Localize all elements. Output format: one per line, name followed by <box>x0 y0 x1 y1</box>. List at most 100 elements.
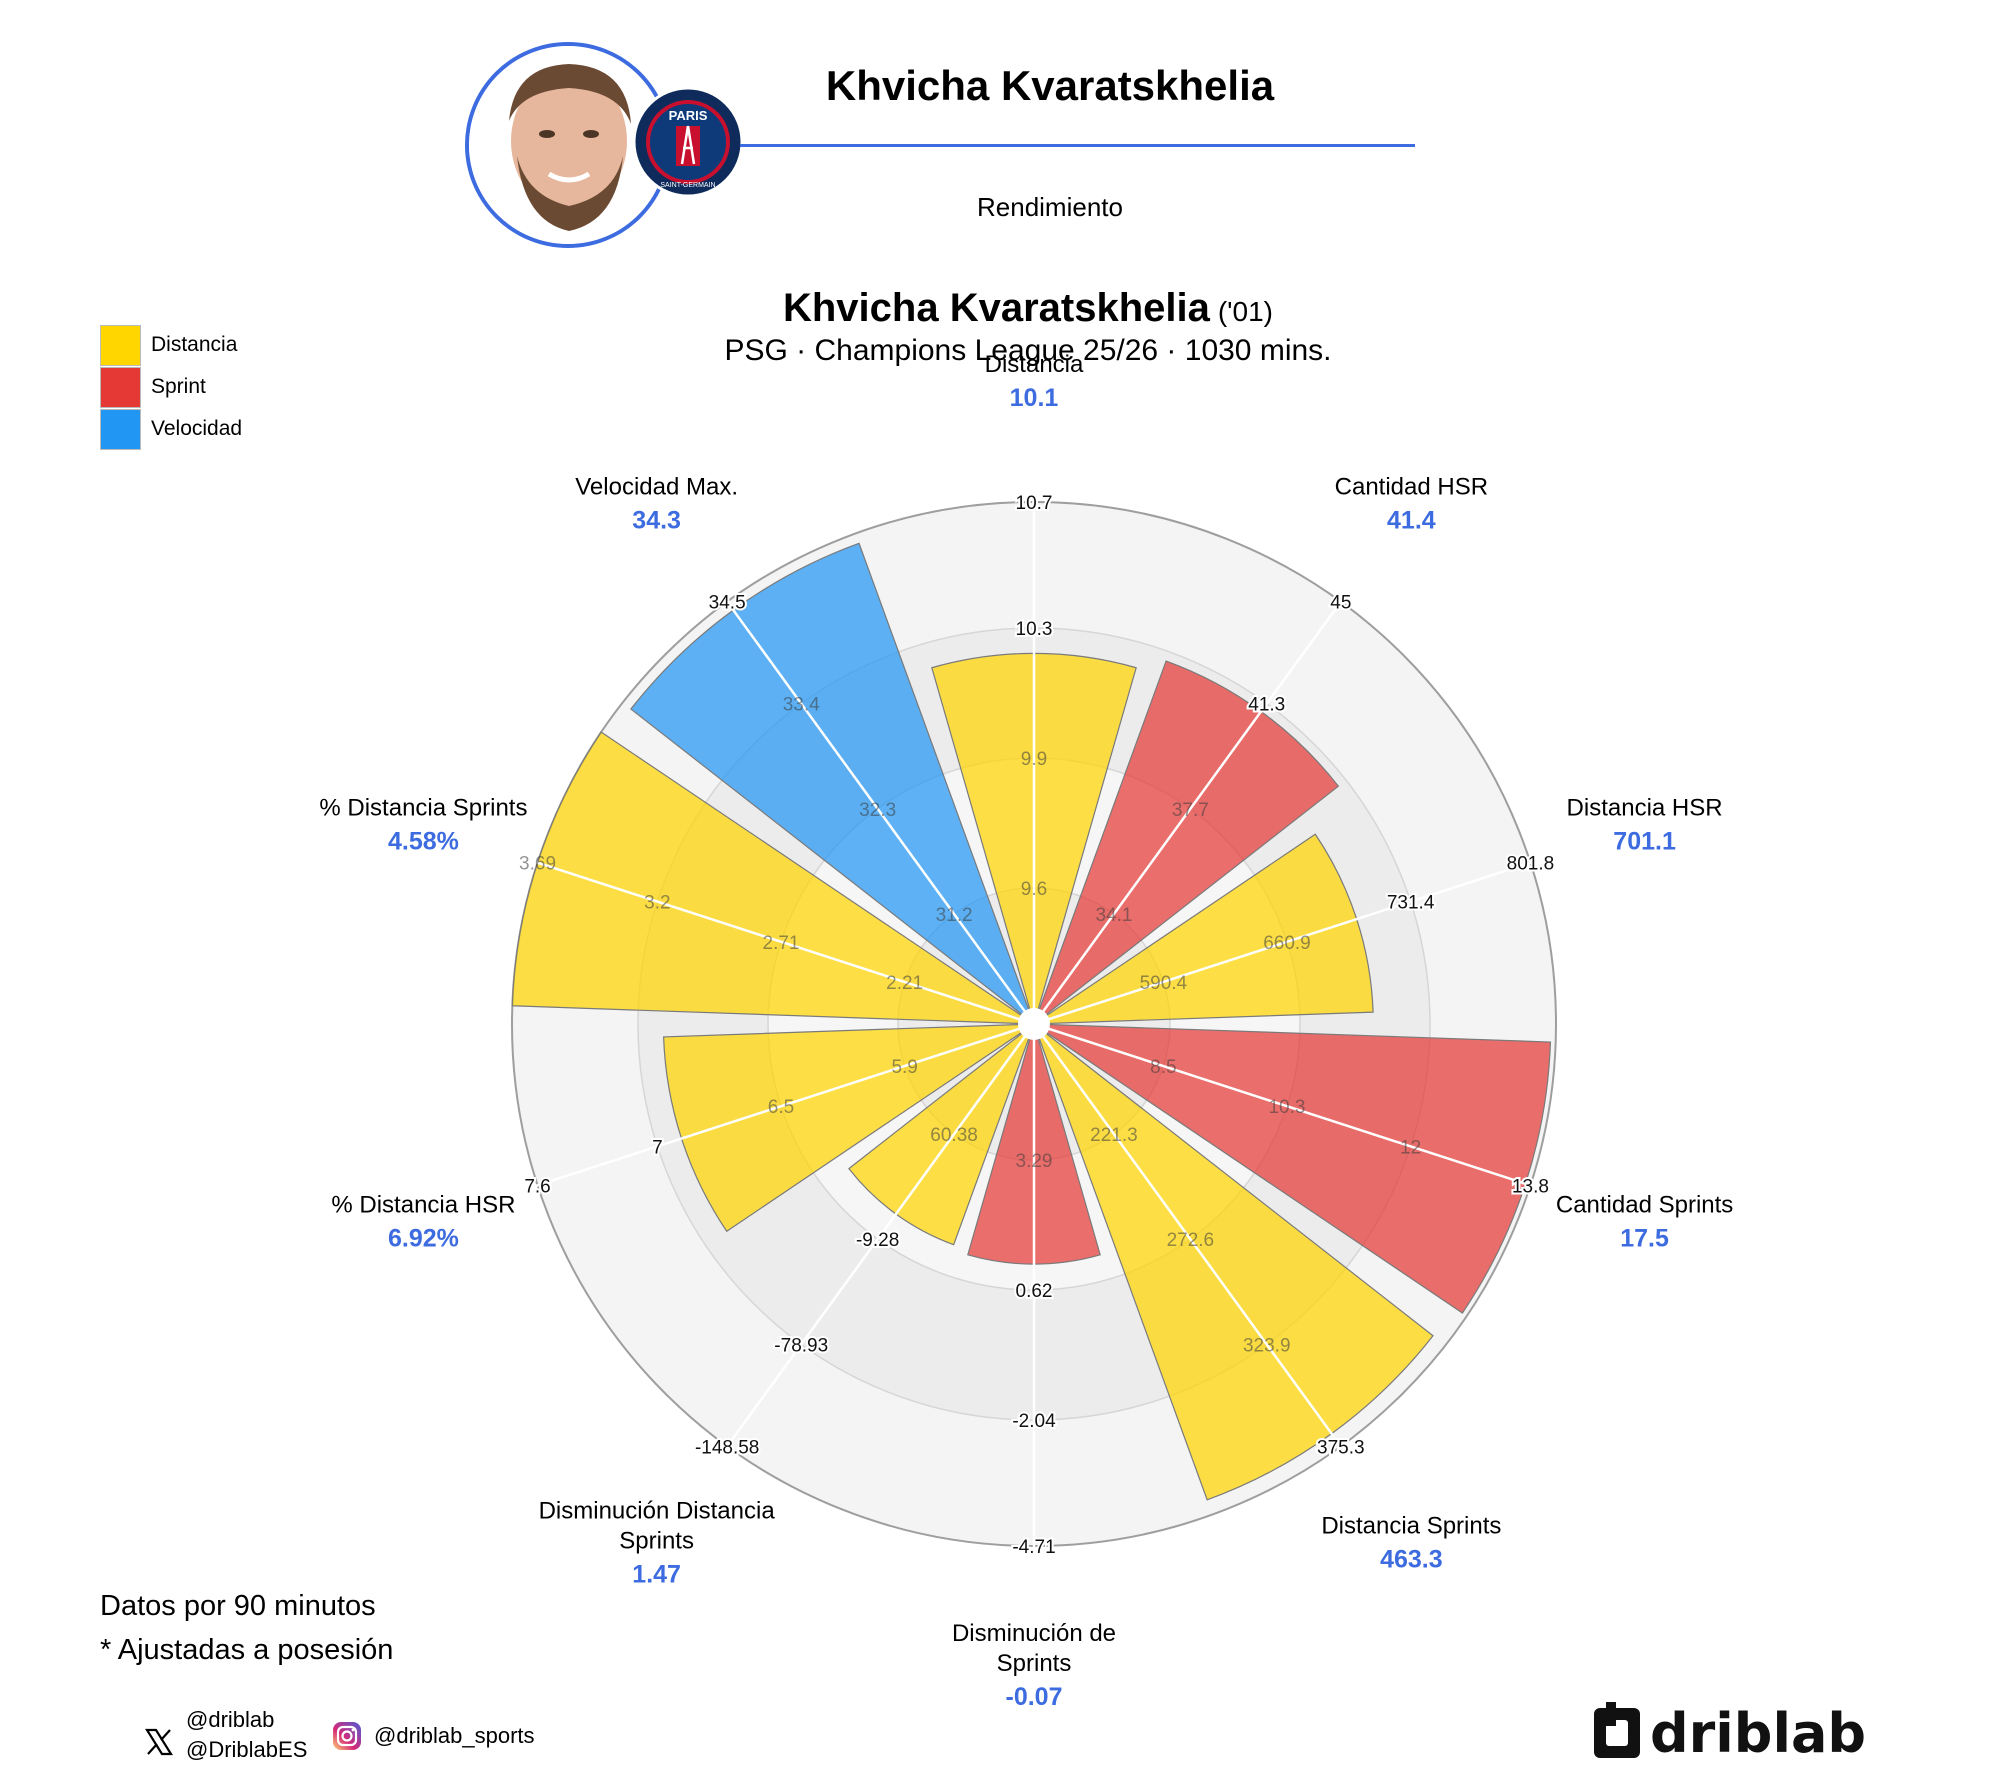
axis-label: % Distancia Sprints <box>319 795 527 822</box>
axis-value: 34.3 <box>632 507 681 535</box>
axis-label: Disminución de <box>952 1620 1116 1647</box>
chart-bars <box>511 542 1552 1501</box>
tick-label: 2.21 <box>886 973 923 994</box>
tick-label: -78.93 <box>774 1335 828 1356</box>
axis-label-group-9: Velocidad Max. 34.3 <box>575 474 738 535</box>
club-badge: PARIS SAINT-GERMAIN <box>632 86 744 198</box>
axis-value: 17.5 <box>1620 1224 1669 1252</box>
axis-value: 1.47 <box>632 1560 681 1588</box>
tick-label: 37.7 <box>1172 800 1209 821</box>
tick-label: 3.69 <box>519 854 556 875</box>
tick-label: 31.2 <box>936 905 973 926</box>
legend-label: Velocidad <box>151 417 243 440</box>
driblab-logo-icon: driblab <box>1594 1702 1866 1765</box>
tick-label: 45 <box>1330 593 1351 614</box>
tick-label: 375.3 <box>1317 1437 1365 1458</box>
header-divider <box>740 144 1415 147</box>
tick-label: -9.28 <box>856 1230 899 1251</box>
tick-label: 41.3 <box>1248 695 1285 716</box>
tick-label: 660.9 <box>1263 933 1311 954</box>
tick-label: 7 <box>652 1137 663 1158</box>
tick-label: 0.62 <box>1016 1281 1053 1302</box>
tick-label: 9.9 <box>1021 749 1047 770</box>
axis-label: Distancia HSR <box>1567 795 1723 822</box>
header-player-name: Khvicha Kvaratskhelia <box>825 62 1275 109</box>
instagram-handle[interactable]: @driblab_sports <box>374 1723 535 1748</box>
axis-label-group-6: Disminución Distancia Sprints 1.47 <box>539 1497 776 1588</box>
psg-badge-icon: PARIS SAINT-GERMAIN <box>632 86 744 198</box>
legend-label: Sprint <box>151 375 206 398</box>
axis-label: Sprints <box>619 1527 694 1554</box>
badge-text: PARIS <box>669 108 708 123</box>
x-logo-icon <box>145 1728 173 1756</box>
axis-value: 4.58% <box>388 828 459 856</box>
legend-swatch <box>100 408 141 450</box>
tick-label: -148.58 <box>695 1437 759 1458</box>
tick-label: 12 <box>1400 1137 1421 1158</box>
axis-label-group-8: % Distancia Sprints 4.58% <box>319 795 527 856</box>
legend-swatch <box>100 324 141 366</box>
spoke-3 <box>1033 1022 1533 1188</box>
chart-spokes <box>535 500 1533 1548</box>
footnote-possession: * Ajustadas a posesión <box>100 1634 394 1666</box>
x-handle-1[interactable]: @driblab <box>186 1707 275 1732</box>
tick-label: -2.04 <box>1012 1411 1056 1432</box>
axis-label-group-4: Distancia Sprints 463.3 <box>1321 1512 1501 1573</box>
tick-label: 10.7 <box>1016 493 1053 514</box>
axis-value: 463.3 <box>1380 1545 1443 1573</box>
tick-label: 7.6 <box>524 1176 550 1197</box>
axis-label: % Distancia HSR <box>331 1191 515 1218</box>
chart-hub <box>1018 1008 1050 1040</box>
axis-label-group-2: Distancia HSR 701.1 <box>1567 795 1723 856</box>
player-avatar-icon <box>469 46 667 244</box>
spoke-4 <box>1032 1023 1344 1449</box>
tick-label: 323.9 <box>1243 1335 1291 1356</box>
legend-label: Distancia <box>151 333 238 356</box>
spoke-2 <box>1033 860 1533 1026</box>
chart-title-year: ('01) <box>1217 296 1273 327</box>
chart-axis-labels: Distancia 10.1 Cantidad HSR 41.4 Distancia H… <box>319 351 1733 1711</box>
chart-subtitle: PSG · Champions League 25/26 · 1030 mins… <box>724 334 1332 367</box>
tick-label: 32.3 <box>859 800 896 821</box>
tick-label: -4.71 <box>1012 1537 1055 1558</box>
chart-tick-labels: 9.69.910.310.734.137.741.345590.4660.973… <box>519 491 1556 1560</box>
tick-label: 6.5 <box>768 1097 794 1118</box>
axis-value: 701.1 <box>1613 828 1676 856</box>
axis-value: 10.1 <box>1010 384 1059 412</box>
tick-label: 3.29 <box>1016 1151 1053 1172</box>
badge-ring-text: SAINT-GERMAIN <box>660 182 715 189</box>
tick-label: 13.8 <box>1512 1176 1549 1197</box>
axis-label: Cantidad Sprints <box>1556 1191 1733 1218</box>
axis-label: Sprints <box>997 1650 1072 1677</box>
legend-swatch <box>100 366 141 408</box>
tick-label: 9.6 <box>1021 879 1047 900</box>
tick-label: 34.1 <box>1095 905 1132 926</box>
spoke-6 <box>724 1023 1036 1449</box>
tick-label: 3.2 <box>644 893 670 914</box>
axis-label-group-5: Disminución de Sprints -0.07 <box>952 1620 1116 1711</box>
tick-label: 5.9 <box>891 1057 917 1078</box>
axis-value: 41.4 <box>1387 507 1436 535</box>
axis-label-group-0: Distancia 10.1 <box>985 351 1084 412</box>
axis-label: Disminución Distancia <box>539 1497 776 1524</box>
axis-label-group-7: % Distancia HSR 6.92% <box>331 1191 515 1252</box>
legend-item-velocidad: Velocidad <box>100 408 242 450</box>
footnote-per90: Datos por 90 minutos <box>100 1590 376 1622</box>
axis-value: 6.92% <box>388 1224 459 1252</box>
brand-wordmark: driblab <box>1650 1702 1866 1765</box>
tick-label: 2.71 <box>763 933 800 954</box>
tick-label: 731.4 <box>1387 893 1435 914</box>
tick-label: 60.38 <box>930 1125 978 1146</box>
tick-label: 8.5 <box>1150 1057 1176 1078</box>
tick-label: 10.3 <box>1016 619 1053 640</box>
tick-label: 34.5 <box>709 593 746 614</box>
spoke-7 <box>535 1022 1035 1188</box>
axis-label-group-1: Cantidad HSR 41.4 <box>1335 474 1488 535</box>
tick-label: 10.3 <box>1268 1097 1305 1118</box>
x-handle-2[interactable]: @DriblabES <box>186 1737 308 1762</box>
driblab-brand: driblab <box>1590 1700 1910 1771</box>
axis-label: Velocidad Max. <box>575 474 738 501</box>
axis-label: Cantidad HSR <box>1335 474 1488 501</box>
legend-item-sprint: Sprint <box>100 366 206 408</box>
